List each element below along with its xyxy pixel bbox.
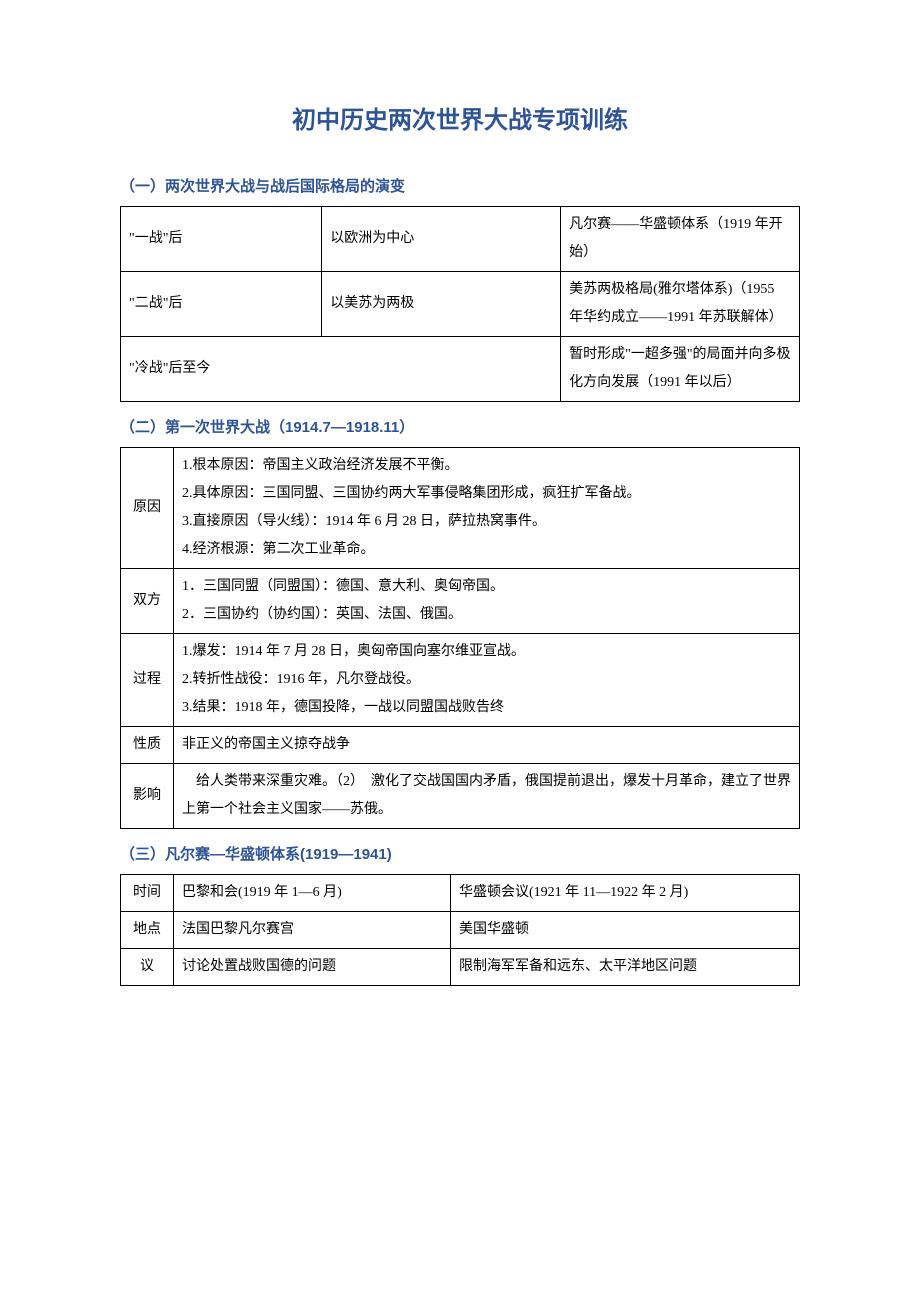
table-row: 地点 法国巴黎凡尔赛宫 美国华盛顿	[121, 912, 800, 949]
row-label: 影响	[121, 764, 174, 829]
table-row: "一战"后 以欧洲为中心 凡尔赛——华盛顿体系（1919 年开始）	[121, 207, 800, 272]
table-row: "冷战"后至今 暂时形成"一超多强"的局面并向多极化方向发展（1991 年以后）	[121, 337, 800, 402]
table-row: 原因 1.根本原因：帝国主义政治经济发展不平衡。 2.具体原因：三国同盟、三国协…	[121, 448, 800, 569]
table-row: 影响 给人类带来深重灾难。（2） 激化了交战国国内矛盾，俄国提前退出，爆发十月革…	[121, 764, 800, 829]
row-label: 双方	[121, 569, 174, 634]
table-row: 性质 非正义的帝国主义掠夺战争	[121, 727, 800, 764]
section-2-heading: （二）第一次世界大战（1914.7—1918.11）	[120, 416, 800, 437]
cell: 1.爆发：1914 年 7 月 28 日，奥匈帝国向塞尔维亚宣战。 2.转折性战…	[174, 634, 800, 727]
page-title: 初中历史两次世界大战专项训练	[120, 100, 800, 135]
cell: 1．三国同盟（同盟国）：德国、意大利、奥匈帝国。 2．三国协约（协约国）：英国、…	[174, 569, 800, 634]
table-2: 原因 1.根本原因：帝国主义政治经济发展不平衡。 2.具体原因：三国同盟、三国协…	[120, 447, 800, 829]
cell: 1.根本原因：帝国主义政治经济发展不平衡。 2.具体原因：三国同盟、三国协约两大…	[174, 448, 800, 569]
cell: 以美苏为两极	[322, 272, 561, 337]
cell: 美国华盛顿	[451, 912, 800, 949]
row-label: 时间	[121, 875, 174, 912]
cell: 暂时形成"一超多强"的局面并向多极化方向发展（1991 年以后）	[561, 337, 800, 402]
table-row: 议 讨论处置战败国德的问题 限制海军军备和远东、太平洋地区问题	[121, 949, 800, 986]
cell: 讨论处置战败国德的问题	[174, 949, 451, 986]
row-label: 地点	[121, 912, 174, 949]
table-row: "二战"后 以美苏为两极 美苏两极格局(雅尔塔体系)（1955 年华约成立——1…	[121, 272, 800, 337]
table-row: 过程 1.爆发：1914 年 7 月 28 日，奥匈帝国向塞尔维亚宣战。 2.转…	[121, 634, 800, 727]
table-3: 时间 巴黎和会(1919 年 1—6 月) 华盛顿会议(1921 年 11—19…	[120, 874, 800, 986]
section-3-heading: （三）凡尔赛—华盛顿体系(1919—1941)	[120, 843, 800, 864]
row-label: 性质	[121, 727, 174, 764]
cell: 限制海军军备和远东、太平洋地区问题	[451, 949, 800, 986]
table-row: 时间 巴黎和会(1919 年 1—6 月) 华盛顿会议(1921 年 11—19…	[121, 875, 800, 912]
row-label: 原因	[121, 448, 174, 569]
cell: 巴黎和会(1919 年 1—6 月)	[174, 875, 451, 912]
cell: 凡尔赛——华盛顿体系（1919 年开始）	[561, 207, 800, 272]
row-label: 议	[121, 949, 174, 986]
table-1: "一战"后 以欧洲为中心 凡尔赛——华盛顿体系（1919 年开始） "二战"后 …	[120, 206, 800, 402]
page: 初中历史两次世界大战专项训练 （一）两次世界大战与战后国际格局的演变 "一战"后…	[0, 0, 920, 1302]
table-row: 双方 1．三国同盟（同盟国）：德国、意大利、奥匈帝国。 2．三国协约（协约国）：…	[121, 569, 800, 634]
section-1-heading: （一）两次世界大战与战后国际格局的演变	[120, 175, 800, 196]
cell: 华盛顿会议(1921 年 11—1922 年 2 月)	[451, 875, 800, 912]
cell: 以欧洲为中心	[322, 207, 561, 272]
cell: 非正义的帝国主义掠夺战争	[174, 727, 800, 764]
row-label: 过程	[121, 634, 174, 727]
cell: 给人类带来深重灾难。（2） 激化了交战国国内矛盾，俄国提前退出，爆发十月革命，建…	[174, 764, 800, 829]
cell: "冷战"后至今	[121, 337, 561, 402]
cell: "一战"后	[121, 207, 322, 272]
cell: 法国巴黎凡尔赛宫	[174, 912, 451, 949]
cell: "二战"后	[121, 272, 322, 337]
cell: 美苏两极格局(雅尔塔体系)（1955 年华约成立——1991 年苏联解体）	[561, 272, 800, 337]
